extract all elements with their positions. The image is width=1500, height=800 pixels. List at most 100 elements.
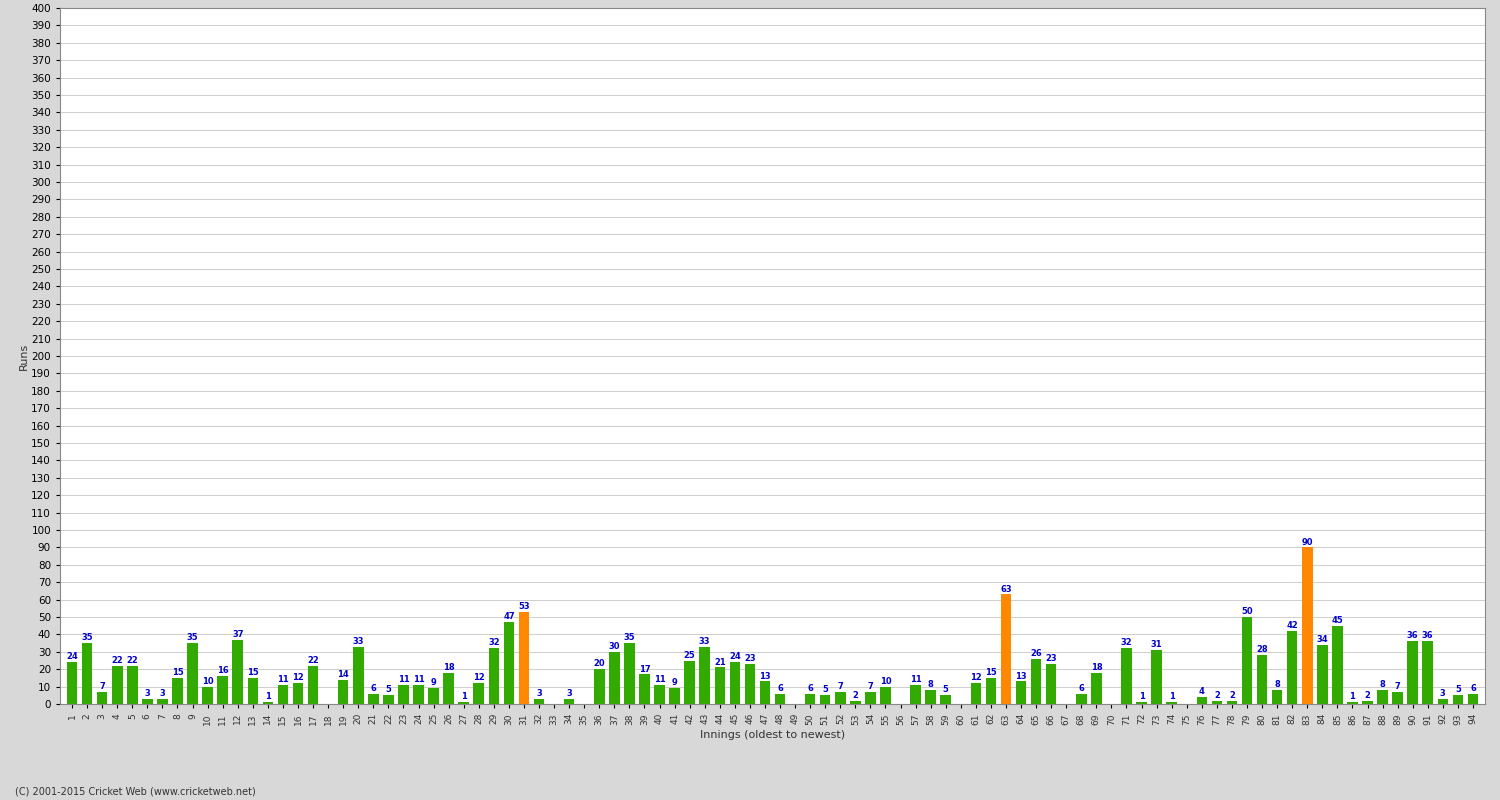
Bar	[639, 674, 650, 704]
Text: 2: 2	[1228, 690, 1234, 700]
Bar	[1090, 673, 1101, 704]
Text: 7: 7	[867, 682, 873, 691]
Bar	[459, 702, 470, 704]
Text: 34: 34	[1317, 635, 1328, 644]
Text: 42: 42	[1287, 621, 1298, 630]
Text: 2: 2	[1214, 690, 1219, 700]
Bar	[714, 667, 724, 704]
Text: 2: 2	[852, 690, 858, 700]
Text: 8: 8	[1380, 680, 1386, 690]
Text: 32: 32	[1120, 638, 1132, 647]
Text: 24: 24	[729, 652, 741, 662]
Text: 5: 5	[1455, 686, 1461, 694]
Bar	[880, 686, 891, 704]
Text: 22: 22	[126, 656, 138, 665]
Bar	[1076, 694, 1086, 704]
Text: 8: 8	[1274, 680, 1280, 690]
Text: 22: 22	[308, 656, 320, 665]
Bar	[444, 673, 454, 704]
Text: 35: 35	[624, 634, 634, 642]
Bar	[729, 662, 740, 704]
Bar	[1000, 594, 1011, 704]
Bar	[1167, 702, 1178, 704]
Bar	[1257, 655, 1268, 704]
Text: 36: 36	[1422, 631, 1434, 641]
Text: 3: 3	[1440, 689, 1446, 698]
Bar	[806, 694, 816, 704]
Text: 6: 6	[1078, 684, 1084, 693]
Text: 32: 32	[488, 638, 500, 647]
Bar	[188, 643, 198, 704]
Text: 18: 18	[1090, 663, 1102, 672]
Text: 16: 16	[217, 666, 228, 675]
Bar	[248, 678, 258, 704]
Bar	[1407, 642, 1418, 704]
Bar	[759, 682, 770, 704]
Bar	[413, 685, 424, 704]
Bar	[624, 643, 634, 704]
Bar	[926, 690, 936, 704]
Text: 23: 23	[1046, 654, 1058, 663]
Text: 17: 17	[639, 665, 651, 674]
Bar	[504, 622, 515, 704]
Bar	[292, 683, 303, 704]
Bar	[744, 664, 754, 704]
Text: 6: 6	[807, 684, 813, 693]
Text: 33: 33	[699, 637, 711, 646]
Bar	[1392, 692, 1402, 704]
Bar	[338, 680, 348, 704]
Bar	[534, 698, 544, 704]
Bar	[609, 652, 619, 704]
Bar	[217, 676, 228, 704]
Bar	[474, 683, 484, 704]
Bar	[1152, 650, 1162, 704]
Text: 10: 10	[202, 677, 213, 686]
Text: 7: 7	[1395, 682, 1401, 691]
Bar	[232, 640, 243, 704]
Text: (C) 2001-2015 Cricket Web (www.cricketweb.net): (C) 2001-2015 Cricket Web (www.cricketwe…	[15, 786, 255, 796]
Text: 9: 9	[430, 678, 436, 687]
Y-axis label: Runs: Runs	[18, 342, 28, 370]
Bar	[865, 692, 876, 704]
Text: 10: 10	[879, 677, 891, 686]
Bar	[82, 643, 93, 704]
Text: 47: 47	[503, 612, 515, 622]
Bar	[684, 661, 694, 704]
Text: 11: 11	[398, 675, 410, 684]
Bar	[262, 702, 273, 704]
Bar	[1242, 617, 1252, 704]
Text: 13: 13	[759, 671, 771, 681]
Bar	[654, 685, 664, 704]
Bar	[202, 686, 213, 704]
Text: 37: 37	[232, 630, 243, 638]
Text: 18: 18	[442, 663, 454, 672]
Text: 12: 12	[472, 674, 484, 682]
Bar	[1347, 702, 1358, 704]
Bar	[910, 685, 921, 704]
Text: 11: 11	[278, 675, 290, 684]
Bar	[1137, 702, 1148, 704]
Text: 21: 21	[714, 658, 726, 666]
Bar	[128, 666, 138, 704]
Text: 3: 3	[159, 689, 165, 698]
Text: 1: 1	[1168, 692, 1174, 702]
Bar	[519, 612, 530, 704]
Bar	[564, 698, 574, 704]
Text: 22: 22	[111, 656, 123, 665]
Bar	[821, 695, 831, 704]
Text: 5: 5	[944, 686, 948, 694]
Bar	[68, 662, 78, 704]
Bar	[850, 701, 861, 704]
Text: 11: 11	[654, 675, 666, 684]
Bar	[594, 669, 604, 704]
Text: 3: 3	[144, 689, 150, 698]
Bar	[352, 646, 363, 704]
Bar	[489, 648, 500, 704]
Bar	[1332, 626, 1342, 704]
Text: 5: 5	[822, 686, 828, 694]
Text: 35: 35	[81, 634, 93, 642]
Text: 53: 53	[518, 602, 530, 611]
Text: 2: 2	[1365, 690, 1371, 700]
Bar	[1362, 701, 1372, 704]
Bar	[776, 694, 786, 704]
